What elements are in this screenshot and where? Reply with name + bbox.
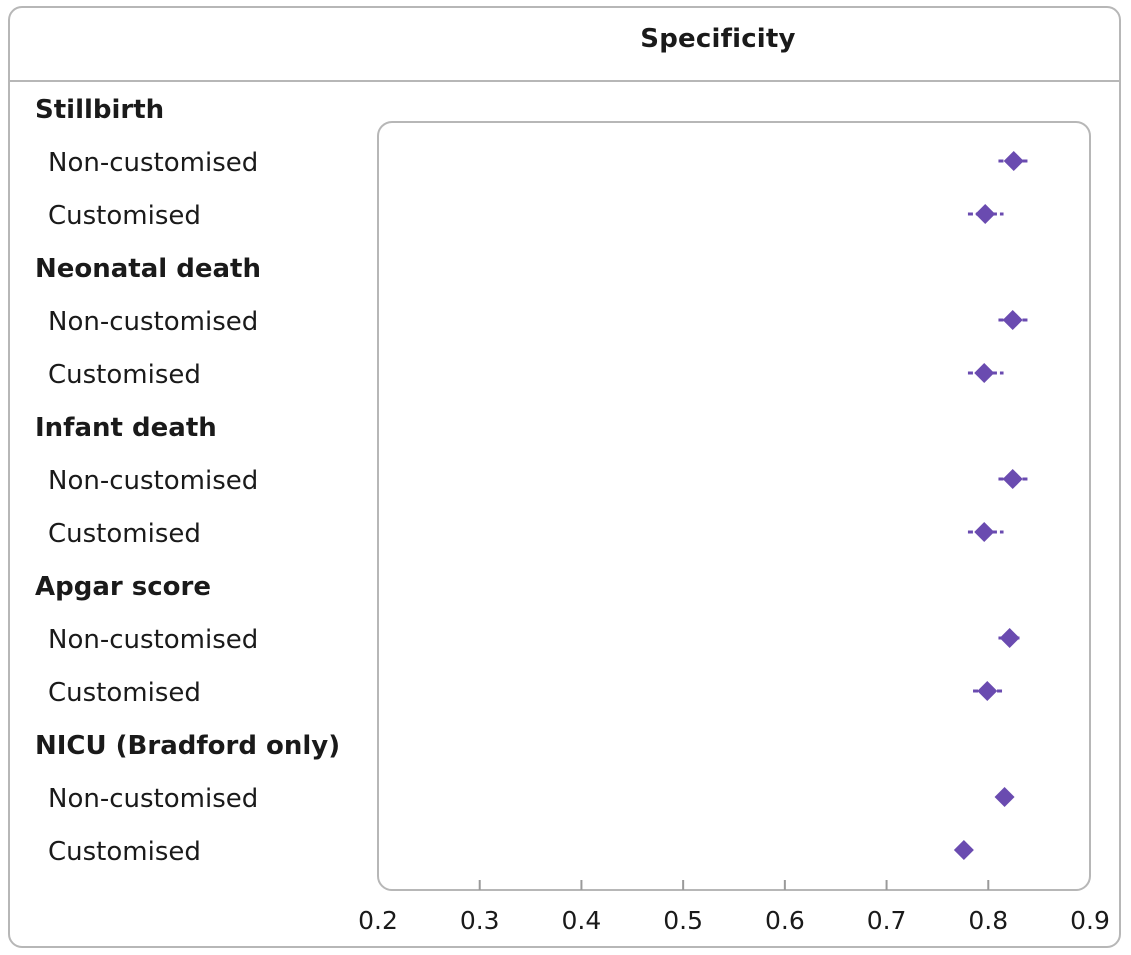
row-label: Non-customised: [48, 307, 258, 337]
x-tick-label: 0.5: [663, 906, 703, 935]
group-label: Infant death: [35, 413, 217, 443]
x-tick-label: 0.9: [1070, 906, 1110, 935]
row-label: Non-customised: [48, 148, 258, 178]
group-label: Stillbirth: [35, 95, 164, 125]
row-label: Customised: [48, 837, 201, 867]
estimate-marker: [1002, 310, 1023, 330]
estimate-marker: [974, 363, 995, 383]
x-tick-label: 0.6: [765, 906, 805, 935]
x-tick-label: 0.4: [562, 906, 602, 935]
estimate-marker: [974, 522, 995, 542]
chart-title: Specificity: [640, 24, 796, 54]
x-tick-label: 0.2: [358, 906, 398, 935]
estimate-marker: [975, 204, 996, 224]
row-label: Non-customised: [48, 625, 258, 655]
row-label: Customised: [48, 201, 201, 231]
group-label: NICU (Bradford only): [35, 731, 340, 761]
x-tick-label: 0.3: [460, 906, 500, 935]
row-label: Customised: [48, 360, 201, 390]
row-label: Non-customised: [48, 784, 258, 814]
row-label: Non-customised: [48, 466, 258, 496]
plot-area: [377, 121, 1091, 891]
x-tick-label: 0.8: [968, 906, 1008, 935]
estimate-marker: [994, 787, 1015, 807]
row-label: Customised: [48, 519, 201, 549]
estimate-marker: [1002, 469, 1023, 489]
estimate-marker: [1003, 151, 1024, 171]
estimate-marker: [977, 681, 998, 701]
group-label: Neonatal death: [35, 254, 261, 284]
estimate-marker: [953, 840, 974, 860]
x-tick-label: 0.7: [867, 906, 907, 935]
figure-frame: [8, 6, 1121, 948]
row-label: Customised: [48, 678, 201, 708]
header-divider: [10, 80, 1119, 82]
group-label: Apgar score: [35, 572, 211, 602]
estimate-marker: [999, 628, 1020, 648]
